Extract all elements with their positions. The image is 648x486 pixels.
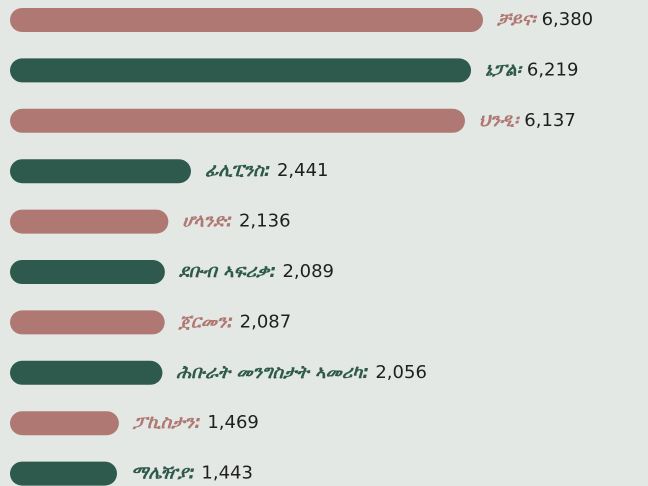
bar-label: ህንዲ፡ 6,137: [479, 110, 576, 131]
category-label: ፓኪስታን:: [132, 412, 201, 433]
value-label: 2,089: [282, 261, 334, 282]
category-label: ማሌዥያ:: [131, 463, 195, 484]
category-label: ቻይና፡: [496, 9, 537, 30]
bar: [10, 58, 472, 83]
bar: [10, 8, 483, 32]
bar: [10, 411, 119, 436]
bar-label: ፓኪስታን: 1,469: [132, 412, 259, 433]
bar-label: ኔፓል፡ 6,219: [485, 59, 578, 80]
bar: [10, 461, 117, 486]
bar-label: ፊሊፒንስ: 2,441: [205, 160, 329, 181]
bar: [10, 260, 165, 284]
bar: [10, 360, 163, 385]
value-label: 2,056: [375, 362, 427, 383]
value-label: 2,441: [277, 160, 329, 181]
bar-label: ማሌዥያ: 1,443: [131, 463, 253, 484]
bar-label: ሕቡራት መንግስታት ኣመሪካ: 2,056: [176, 362, 426, 383]
category-label: ሕቡራት መንግስታት ኣመሪካ:: [176, 362, 369, 383]
bar: [10, 209, 169, 234]
value-label: 1,469: [207, 412, 259, 433]
category-label: ኔፓል፡: [485, 59, 523, 80]
bar-label: ደቡብ ኣፍሪቃ: 2,089: [178, 261, 334, 282]
bar: [10, 159, 191, 184]
value-label: 2,087: [240, 311, 292, 332]
category-label: ህንዲ፡: [479, 110, 520, 131]
value-label: 1,443: [201, 463, 253, 484]
category-label: ጀርመን:: [178, 311, 234, 332]
category-label: ፊሊፒንስ:: [205, 160, 271, 181]
value-label: 6,137: [524, 110, 576, 131]
bar-label: ቻይና፡ 6,380: [496, 9, 593, 30]
category-label: ደቡብ ኣፍሪቃ:: [178, 261, 277, 282]
value-label: 2,136: [239, 211, 291, 232]
value-label: 6,219: [527, 59, 579, 80]
value-label: 6,380: [542, 9, 594, 30]
category-label: ሆላንድ:: [182, 211, 233, 232]
bar: [10, 108, 465, 133]
bar: [10, 310, 165, 335]
bar-label: ሆላንድ: 2,136: [182, 211, 290, 232]
bar-label: ጀርመን: 2,087: [178, 311, 291, 332]
